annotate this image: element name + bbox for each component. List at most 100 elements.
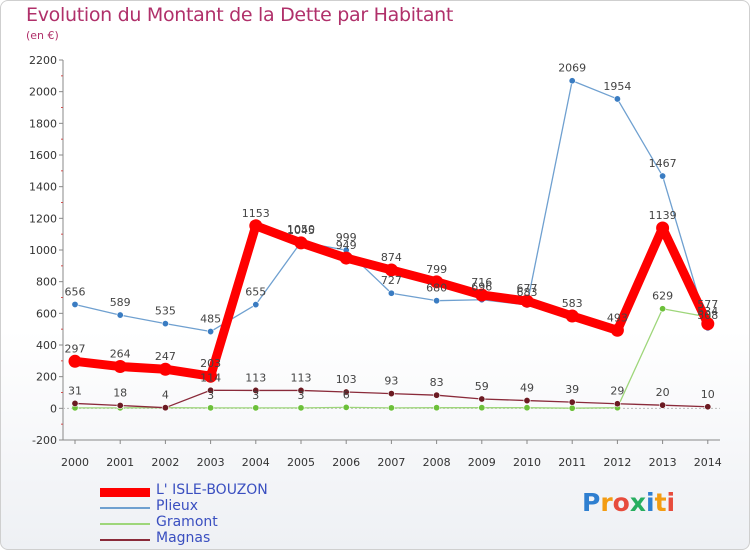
data-label-magnas: 59 — [475, 380, 489, 393]
y-tick-label: -200 — [32, 434, 57, 447]
data-label-l-isle-bouzon: 264 — [110, 348, 131, 361]
data-label-magnas: 114 — [200, 371, 221, 384]
data-point-gramont — [387, 404, 395, 412]
data-point-gramont — [659, 305, 667, 313]
data-label-gramont: 3 — [252, 389, 259, 402]
data-point-gramont — [523, 404, 531, 412]
x-tick-label: 2013 — [649, 456, 677, 469]
data-label-l-isle-bouzon: 583 — [562, 297, 583, 310]
data-point-l-isle-bouzon — [339, 251, 353, 265]
y-tick-label: 1800 — [29, 117, 57, 130]
data-label-l-isle-bouzon: 247 — [155, 350, 176, 363]
data-point-magnas — [342, 388, 350, 396]
data-point-l-isle-bouzon — [113, 360, 127, 374]
data-label-l-isle-bouzon: 874 — [381, 251, 402, 264]
data-label-l-isle-bouzon: 493 — [607, 311, 628, 324]
data-point-l-isle-bouzon — [701, 317, 715, 331]
series-layer — [68, 77, 715, 412]
data-point-plieux — [387, 289, 395, 297]
data-point-plieux — [207, 328, 215, 336]
data-point-l-isle-bouzon — [430, 275, 444, 289]
data-label-magnas: 4 — [162, 389, 169, 402]
chart-title: Evolution du Montant de la Dette par Hab… — [26, 4, 454, 26]
y-tick-label: 2000 — [29, 86, 57, 99]
data-label-plieux: 696 — [471, 281, 492, 294]
data-label-plieux: 683 — [517, 286, 538, 299]
data-point-plieux — [161, 320, 169, 328]
data-label-plieux: 589 — [110, 296, 131, 309]
x-tick-label: 2003 — [197, 456, 225, 469]
data-point-l-isle-bouzon — [68, 354, 82, 368]
data-point-l-isle-bouzon — [656, 221, 670, 235]
legend-label: Magnas — [156, 530, 211, 546]
y-tick-label: 600 — [36, 307, 57, 320]
data-point-plieux — [252, 301, 260, 309]
data-label-plieux: 1467 — [649, 157, 677, 170]
x-tick-label: 2004 — [242, 456, 270, 469]
data-label-magnas: 113 — [245, 371, 266, 384]
y-tick-label: 1400 — [29, 181, 57, 194]
data-point-magnas — [161, 404, 169, 412]
data-label-gramont: 629 — [652, 290, 673, 303]
legend-label: Gramont — [156, 514, 218, 530]
logo-letter: i — [646, 488, 655, 517]
data-point-magnas — [116, 401, 124, 409]
chart-axes: -200 0 200 400 600 800 1000 1200 1400 1600 1800 200… — [29, 54, 722, 469]
data-label-l-isle-bouzon: 677 — [517, 282, 538, 295]
data-point-plieux — [659, 172, 667, 180]
data-label-plieux: 1954 — [603, 80, 631, 93]
data-label-l-isle-bouzon: 1139 — [649, 209, 677, 222]
logo-letter: x — [629, 488, 646, 517]
data-point-l-isle-bouzon — [249, 219, 263, 233]
data-point-magnas — [71, 399, 79, 407]
data-label-magnas: 49 — [520, 382, 534, 395]
data-point-l-isle-bouzon — [204, 369, 218, 383]
y-tick-label: 1200 — [29, 212, 57, 225]
data-point-magnas — [297, 386, 305, 394]
data-label-l-isle-bouzon: 297 — [65, 342, 86, 355]
data-label-l-isle-bouzon: 203 — [200, 357, 221, 370]
data-point-l-isle-bouzon — [294, 236, 308, 250]
y-tick-label: 2200 — [29, 54, 57, 67]
data-point-gramont — [207, 404, 215, 412]
x-tick-label: 2008 — [423, 456, 451, 469]
data-label-plieux: 485 — [200, 313, 221, 326]
data-point-gramont — [433, 404, 441, 412]
x-tick-label: 2012 — [603, 456, 631, 469]
data-label-l-isle-bouzon: 716 — [471, 276, 492, 289]
logo-letter: r — [600, 488, 613, 517]
data-point-gramont — [568, 404, 576, 412]
data-label-l-isle-bouzon: 1153 — [242, 207, 270, 220]
data-label-magnas: 39 — [565, 383, 579, 396]
logo-letter: P — [582, 488, 601, 517]
data-label-magnas: 113 — [291, 371, 312, 384]
data-label-magnas: 18 — [113, 386, 127, 399]
data-label-plieux: 2069 — [558, 62, 586, 75]
data-point-plieux — [71, 300, 79, 308]
data-label-gramont: 577 — [697, 298, 718, 311]
data-label-l-isle-bouzon: 949 — [336, 239, 357, 252]
data-label-magnas: 20 — [656, 386, 670, 399]
y-tick-label: 1000 — [29, 244, 57, 257]
legend-label: Plieux — [156, 498, 198, 514]
data-label-plieux: 999 — [336, 231, 357, 244]
x-tick-label: 2014 — [694, 456, 722, 469]
data-point-magnas — [387, 390, 395, 398]
logo-letter: i — [666, 488, 676, 517]
x-tick-label: 2010 — [513, 456, 541, 469]
y-tick-label: 800 — [36, 276, 57, 289]
data-label-magnas: 31 — [68, 384, 82, 397]
data-label-plieux: 1050 — [287, 223, 315, 236]
data-point-l-isle-bouzon — [475, 288, 489, 302]
data-point-magnas — [433, 391, 441, 399]
y-tick-label: 1600 — [29, 149, 57, 162]
data-label-plieux: 727 — [381, 274, 402, 287]
data-label-l-isle-bouzon: 534 — [697, 305, 718, 318]
data-label-plieux: 535 — [155, 305, 176, 318]
data-label-l-isle-bouzon: 799 — [426, 263, 447, 276]
data-label-gramont: 3 — [298, 389, 305, 402]
y-tick-label: 200 — [36, 371, 57, 384]
data-point-gramont — [478, 404, 486, 412]
